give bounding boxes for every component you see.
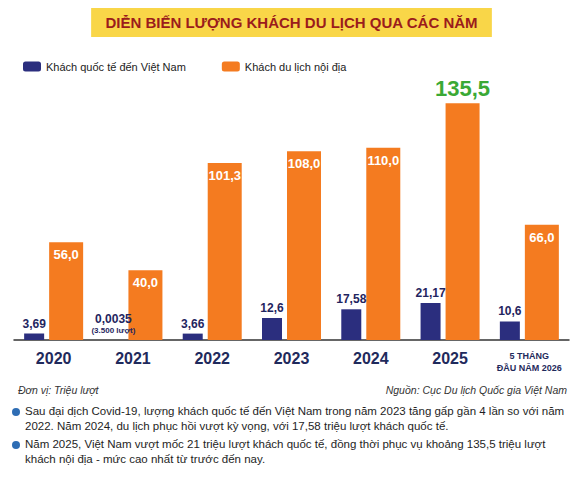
- svg-text:17,58: 17,58: [336, 292, 366, 306]
- svg-text:3,66: 3,66: [181, 317, 205, 331]
- svg-text:(3.500 lượt): (3.500 lượt): [91, 326, 135, 335]
- svg-text:0,0035: 0,0035: [95, 312, 132, 326]
- svg-text:12,6: 12,6: [260, 301, 284, 315]
- svg-text:2023: 2023: [274, 350, 310, 367]
- svg-text:5 THÁNG: 5 THÁNG: [510, 351, 550, 361]
- svg-text:2021: 2021: [115, 350, 151, 367]
- svg-text:40,0: 40,0: [133, 275, 158, 290]
- svg-text:Nguồn: Cục Du lịch Quốc gia Vi: Nguồn: Cục Du lịch Quốc gia Việt Nam: [386, 384, 568, 396]
- svg-text:21,17: 21,17: [416, 286, 446, 300]
- svg-text:Khách quốc tế đến Việt Nam: Khách quốc tế đến Việt Nam: [46, 61, 186, 73]
- svg-text:135,5: 135,5: [435, 76, 490, 101]
- html-text:Sau đại dịch Covid-19, lượng k: Sau đại dịch Covid-19, lượng khách quốc …: [25, 405, 565, 432]
- svg-text:101,3: 101,3: [208, 168, 241, 183]
- svg-text:2024: 2024: [353, 350, 389, 367]
- svg-text:10,6: 10,6: [498, 304, 522, 318]
- svg-text:108,0: 108,0: [288, 156, 321, 171]
- svg-text:ĐẦU NĂM 2026: ĐẦU NĂM 2026: [497, 363, 562, 373]
- svg-text:DIỄN BIẾN LƯỢNG KHÁCH DU LỊCH: DIỄN BIẾN LƯỢNG KHÁCH DU LỊCH QUA CÁC NĂ…: [105, 14, 477, 31]
- svg-text:Đơn vị: Triệu lượt: Đơn vị: Triệu lượt: [18, 384, 99, 396]
- svg-text:110,0: 110,0: [367, 153, 399, 168]
- svg-text:56,0: 56,0: [53, 247, 78, 262]
- svg-text:3,69: 3,69: [22, 317, 46, 331]
- svg-text:2020: 2020: [36, 350, 72, 367]
- html-text:Năm 2025, Việt Nam vượt mốc 21: Năm 2025, Việt Nam vượt mốc 21 triệu lượ…: [25, 438, 546, 465]
- svg-text:Khách du lịch nội địa: Khách du lịch nội địa: [245, 61, 347, 73]
- svg-text:2022: 2022: [194, 350, 230, 367]
- svg-text:66,0: 66,0: [529, 230, 554, 245]
- svg-text:2025: 2025: [432, 350, 468, 367]
